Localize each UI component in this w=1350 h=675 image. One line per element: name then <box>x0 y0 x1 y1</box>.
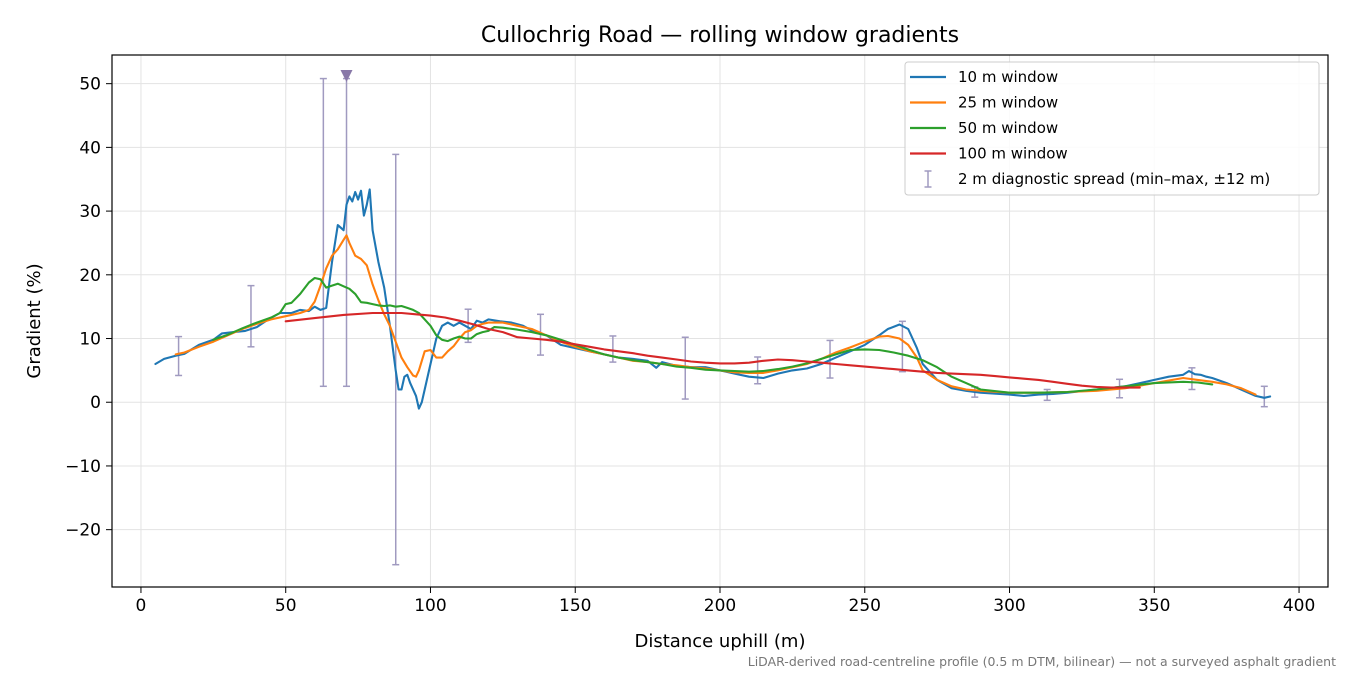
legend-label: 2 m diagnostic spread (min–max, ±12 m) <box>958 170 1270 188</box>
triangle-down-marker <box>340 70 353 83</box>
x-tick-label: 100 <box>414 596 446 616</box>
series-line-100-m-window <box>284 311 1141 389</box>
y-tick-label: −10 <box>65 457 101 477</box>
x-tick-label: 150 <box>559 596 591 616</box>
legend-items: 10 m window 25 m window 50 m window 100 m w… <box>910 68 1270 188</box>
y-axis-label: Gradient (%) <box>24 263 45 378</box>
legend: 10 m window 25 m window 50 m window 100 m w… <box>904 61 1320 196</box>
y-tick-label: 10 <box>79 330 101 350</box>
series-line-50-m-window <box>212 276 1214 394</box>
y-tick-label: 30 <box>79 202 101 222</box>
x-tick-label: 350 <box>1138 596 1170 616</box>
legend-label: 10 m window <box>958 68 1058 86</box>
legend-label: 100 m window <box>958 145 1068 163</box>
series-line-25-m-window <box>174 234 1257 396</box>
x-axis-label: Distance uphill (m) <box>635 631 806 652</box>
footnote: LiDAR-derived road-centreline profile (0… <box>747 654 1336 669</box>
chart-title: Cullochrig Road — rolling window gradien… <box>481 23 959 48</box>
x-tick-label: 200 <box>704 596 736 616</box>
y-tick-label: 40 <box>79 138 101 158</box>
x-tick-label: 300 <box>993 596 1025 616</box>
grid-lines <box>112 55 1328 587</box>
x-axis-ticks: 0 50 100 150 200 250 300 350 400 <box>136 587 1315 616</box>
y-tick-label: 20 <box>79 266 101 286</box>
series-line-10-m-window <box>154 188 1272 410</box>
legend-box <box>904 61 1320 196</box>
x-tick-label: 250 <box>849 596 881 616</box>
x-tick-label: 50 <box>275 596 297 616</box>
x-tick-label: 400 <box>1283 596 1315 616</box>
y-tick-label: 50 <box>79 75 101 95</box>
y-tick-label: −20 <box>65 521 101 541</box>
legend-label: 25 m window <box>958 94 1058 112</box>
legend-label: 50 m window <box>958 119 1058 137</box>
series-lines <box>154 188 1272 410</box>
annotation-markers <box>340 70 353 83</box>
y-axis-ticks: −20 −10 0 10 20 30 40 50 <box>65 75 112 541</box>
x-tick-label: 0 <box>136 596 147 616</box>
y-tick-label: 0 <box>90 393 101 413</box>
